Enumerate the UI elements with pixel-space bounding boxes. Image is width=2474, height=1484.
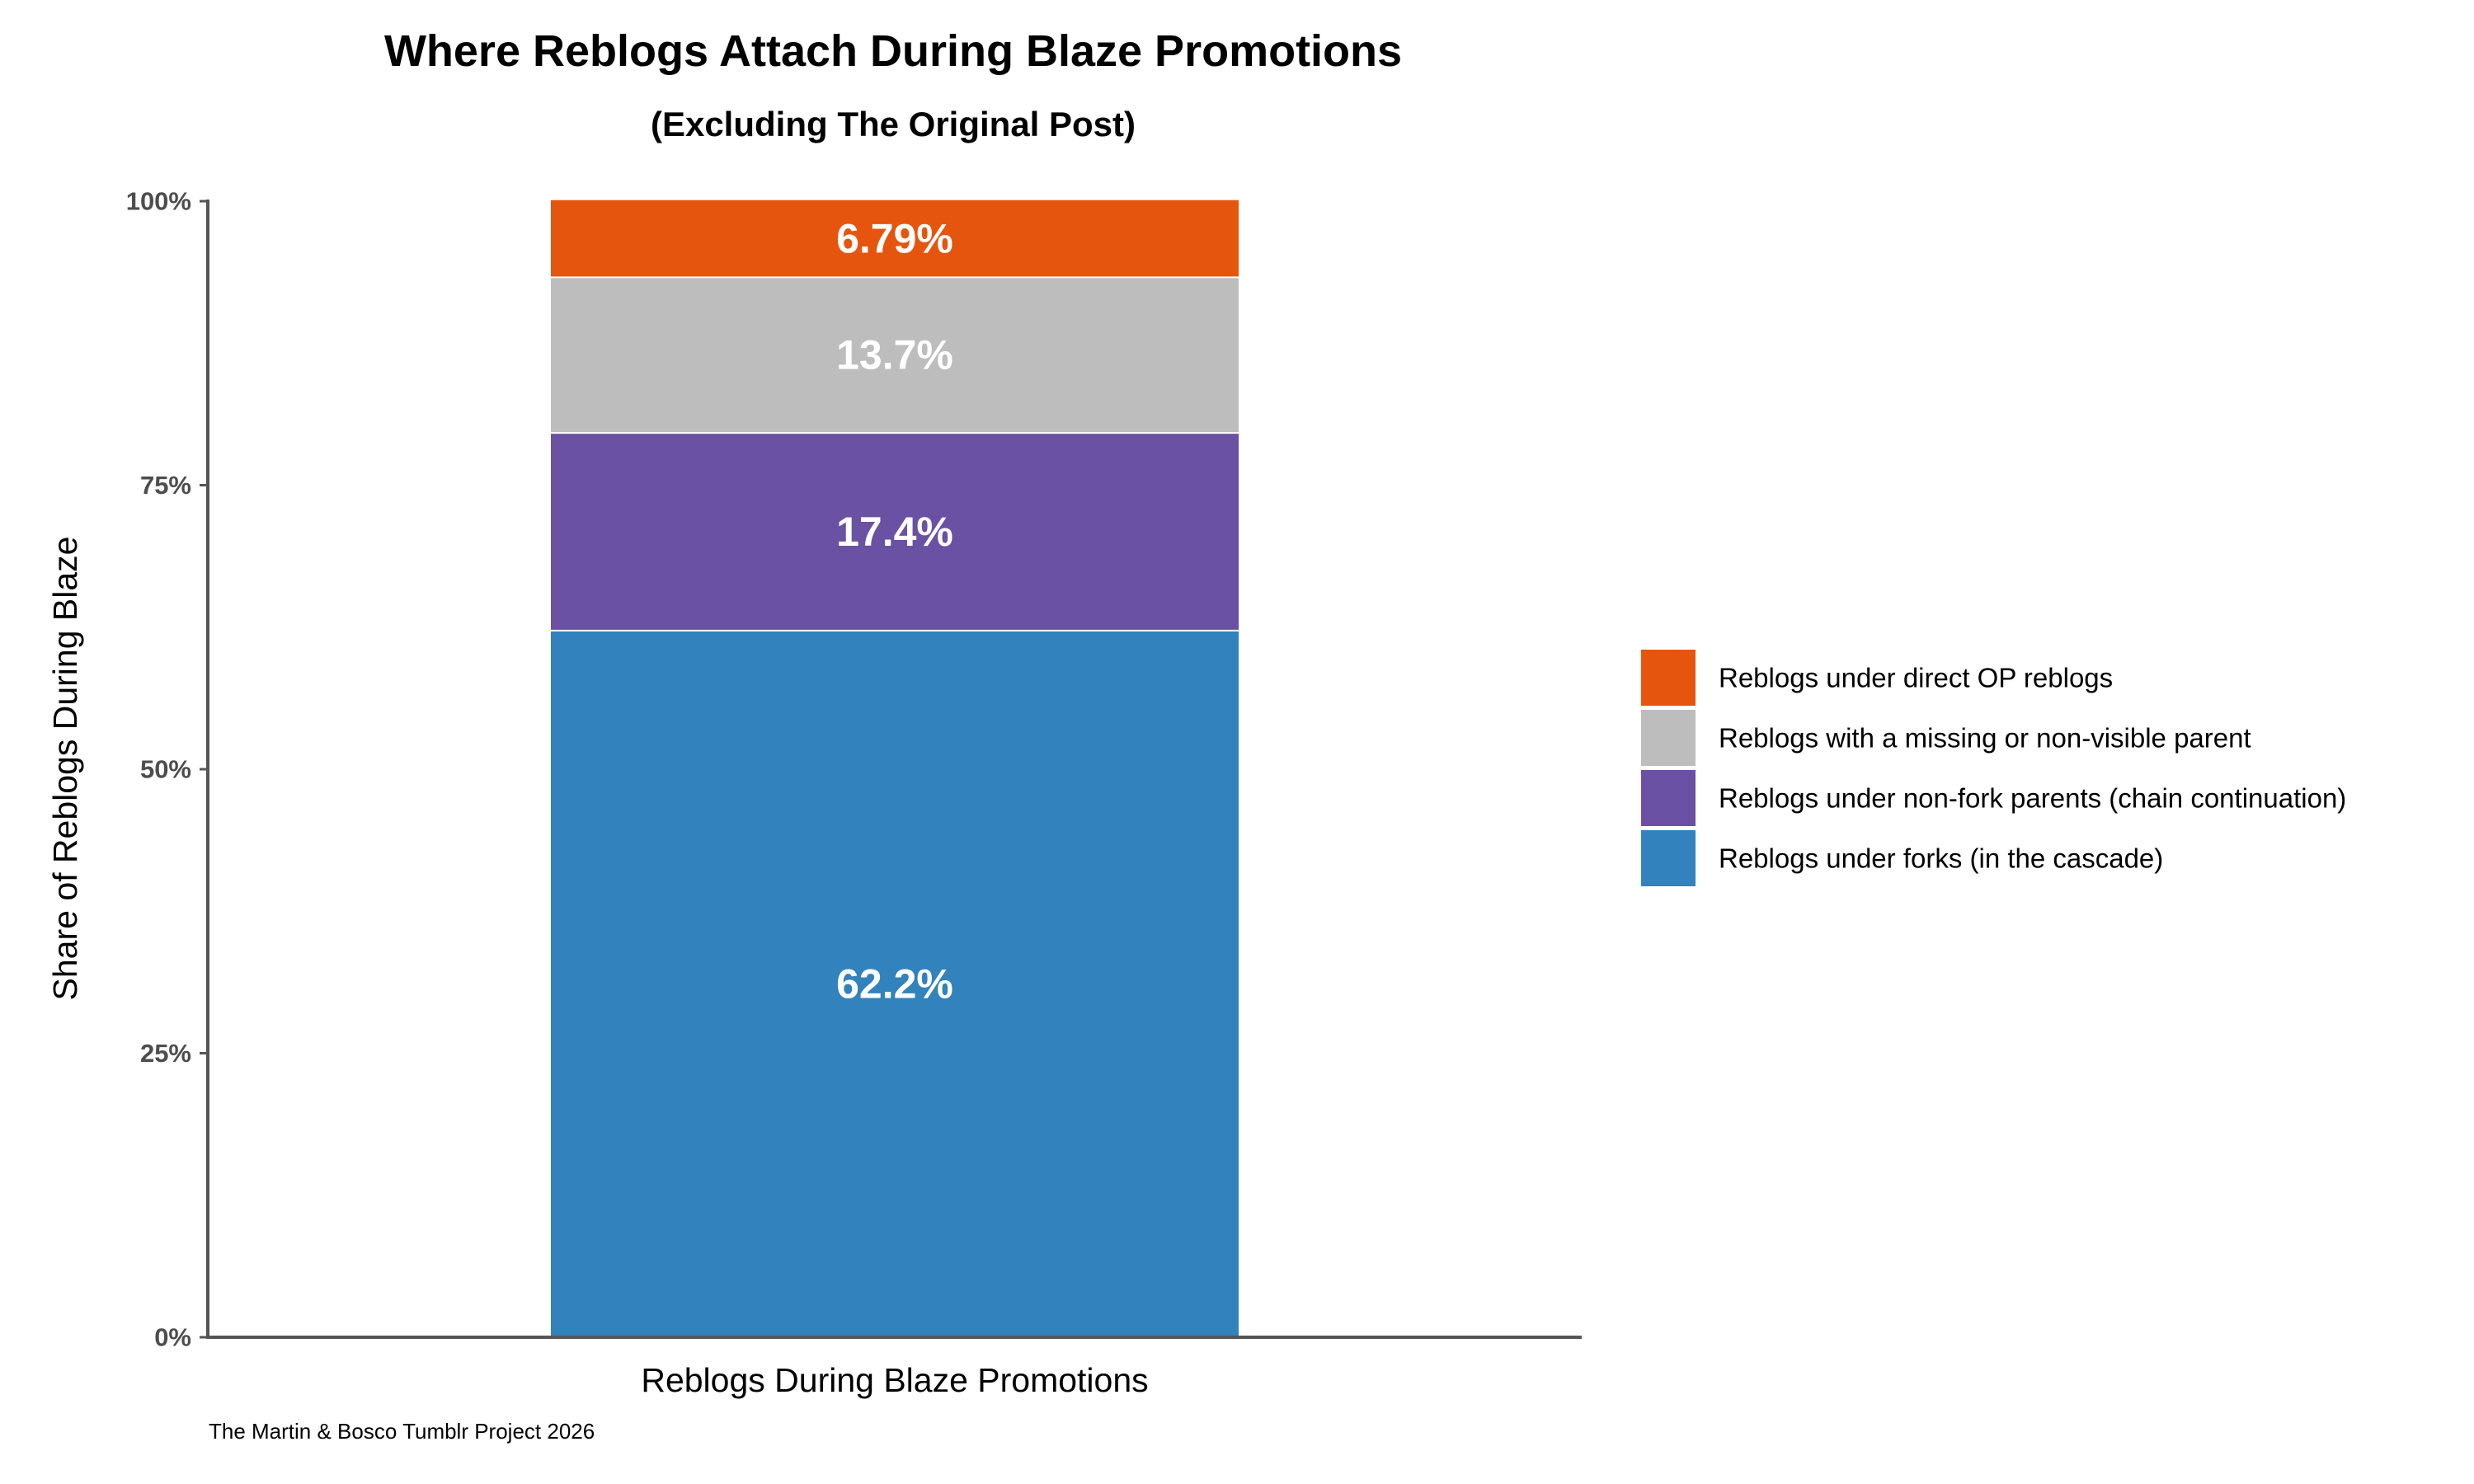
bar-segment-2 xyxy=(551,277,1239,434)
y-axis-ticks: 0% 25% 50% 75% 100% xyxy=(126,187,208,1352)
bar-data-label-0: 62.2% xyxy=(836,960,953,1007)
legend-key-2 xyxy=(1641,770,1696,826)
legend-label-2: Reblogs under non-fork parents (chain co… xyxy=(1719,783,2346,814)
y-tick-label: 75% xyxy=(140,471,191,500)
bar-data-labels: 62.2% 17.4% 13.7% 6.79% xyxy=(836,216,953,1007)
y-tick-label: 25% xyxy=(140,1039,191,1068)
legend-label-0: Reblogs under direct OP reblogs xyxy=(1719,663,2113,693)
legend-key-3 xyxy=(1641,830,1696,886)
caption: The Martin & Bosco Tumblr Project 2026 xyxy=(209,1419,595,1444)
bar-segment-0 xyxy=(551,630,1239,1337)
bar-segments xyxy=(551,200,1239,1337)
legend-label-3: Reblogs under forks (in the cascade) xyxy=(1719,843,2163,874)
bar-segment-1 xyxy=(551,433,1239,631)
bar-data-label-1: 17.4% xyxy=(836,509,953,555)
bar-data-label-2: 13.7% xyxy=(836,332,953,378)
y-tick-label: 50% xyxy=(140,755,191,784)
y-tick-label: 100% xyxy=(126,187,191,216)
legend-key-1 xyxy=(1641,710,1696,766)
x-axis-title: Reblogs During Blaze Promotions xyxy=(641,1361,1148,1399)
chart-subtitle: (Excluding The Original Post) xyxy=(651,105,1136,143)
bar-segment-3 xyxy=(551,200,1239,278)
y-axis-title: Share of Reblogs During Blaze xyxy=(46,537,84,1001)
y-tick-label: 0% xyxy=(154,1323,191,1352)
legend-label-1: Reblogs with a missing or non-visible pa… xyxy=(1719,723,2251,754)
chart-title: Where Reblogs Attach During Blaze Promot… xyxy=(384,26,1402,76)
legend-key-0 xyxy=(1641,650,1696,706)
bar-data-label-3: 6.79% xyxy=(836,216,953,262)
legend: Reblogs under direct OP reblogs Reblogs w… xyxy=(1641,650,2346,886)
